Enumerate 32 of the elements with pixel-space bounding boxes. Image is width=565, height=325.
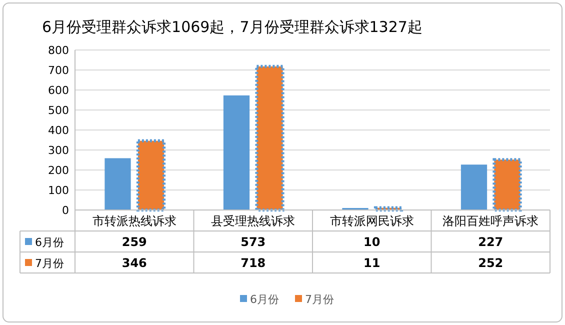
y-tick-label: 0 — [62, 204, 69, 217]
y-tick-label: 500 — [48, 104, 69, 117]
y-tick-label: 700 — [48, 64, 69, 77]
text: 6月份 — [250, 293, 279, 306]
x-tick-label: 市转派网民诉求 — [330, 214, 414, 228]
data-label: 11 — [364, 256, 380, 270]
bar — [460, 164, 488, 210]
x-tick-label: 市转派热线诉求 — [92, 214, 176, 228]
x-tick-label: 洛阳百姓呼声诉求 — [442, 214, 539, 228]
bar — [492, 158, 522, 212]
bar — [104, 158, 131, 210]
y-tick-label: 400 — [48, 124, 69, 137]
chart-title: 6月份受理群众诉求1069起，7月份受理群众诉求1327起 — [42, 18, 422, 36]
data-label: 227 — [478, 235, 504, 249]
data-label: 573 — [240, 235, 266, 249]
y-tick-label: 800 — [48, 44, 69, 57]
legend-label: 7月份 — [305, 293, 334, 306]
data-label: 259 — [122, 235, 147, 249]
data-label: 10 — [364, 235, 380, 249]
data-label: 718 — [240, 256, 266, 270]
data-label: 252 — [478, 256, 504, 270]
y-tick-label: 100 — [48, 184, 69, 197]
text: 7月份 — [35, 257, 64, 270]
y-tick-label: 600 — [48, 84, 69, 97]
y-tick-label: 300 — [48, 144, 69, 157]
legend-label: 6月份 — [35, 236, 64, 249]
y-tick-label: 200 — [48, 164, 69, 177]
bar — [255, 64, 284, 212]
bar — [223, 95, 250, 210]
bar — [136, 139, 166, 212]
data-label: 346 — [122, 256, 147, 270]
x-tick-label: 县受理热线诉求 — [211, 214, 296, 228]
